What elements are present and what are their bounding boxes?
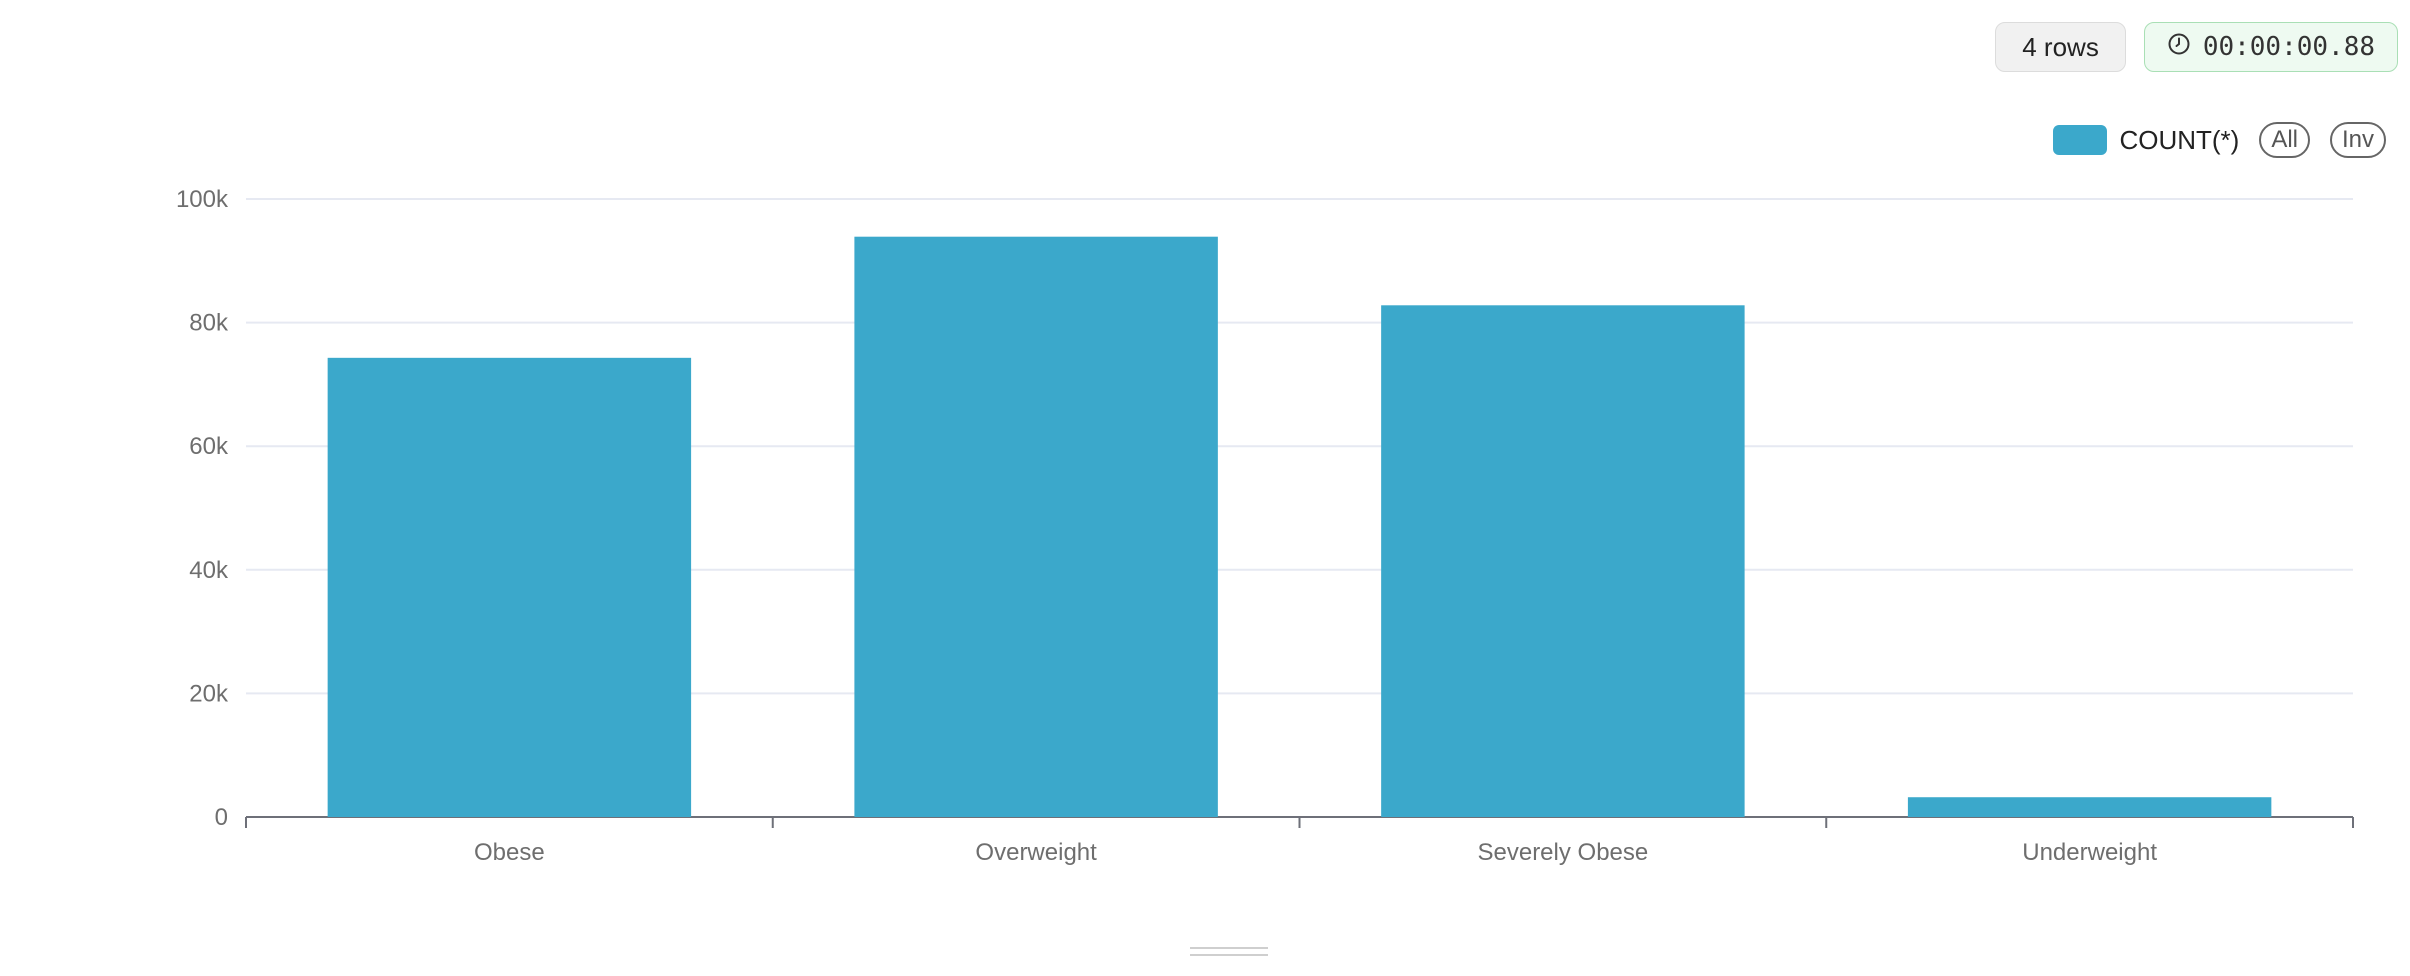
y-tick-label: 100k	[176, 186, 229, 213]
legend-invert-button[interactable]: Inv	[2329, 122, 2386, 158]
y-tick-label: 60k	[189, 433, 229, 460]
y-tick-label: 20k	[189, 680, 229, 707]
x-tick-label: Overweight	[975, 839, 1097, 866]
x-tick-label: Severely Obese	[1477, 839, 1648, 866]
y-tick-label: 80k	[189, 310, 229, 337]
resize-handle[interactable]	[1190, 947, 1268, 957]
y-tick-label: 0	[215, 804, 228, 831]
result-info-bar: 4 rows 00:00:00.88	[1995, 22, 2398, 72]
bar-severely-obese[interactable]	[1381, 305, 1745, 817]
bar-overweight[interactable]	[854, 236, 1218, 817]
legend-label: COUNT(*)	[2119, 124, 2240, 155]
clock-icon	[2167, 32, 2191, 63]
legend-item-count[interactable]: COUNT(*)	[2053, 125, 2239, 156]
query-timer-badge: 00:00:00.88	[2143, 22, 2398, 72]
legend-swatch	[2053, 125, 2108, 155]
x-tick-label: Underweight	[2022, 839, 2157, 866]
bar-underweight[interactable]	[1907, 797, 2272, 817]
timer-value: 00:00:00.88	[2202, 32, 2375, 62]
legend-select-all-button[interactable]: All	[2259, 122, 2310, 158]
chart-legend: COUNT(*) All Inv	[2053, 122, 2386, 158]
y-tick-label: 40k	[189, 557, 229, 584]
bar-obese[interactable]	[327, 357, 692, 817]
row-count-badge: 4 rows	[1995, 22, 2126, 72]
x-tick-label: Obese	[474, 839, 545, 866]
